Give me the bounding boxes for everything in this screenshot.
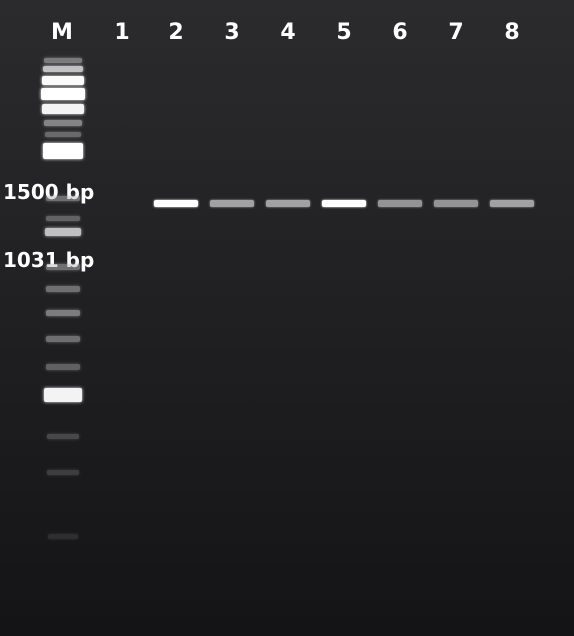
sample-band-lane-8: [490, 200, 534, 207]
ladder-band: [47, 434, 79, 439]
ladder-band: [46, 196, 80, 201]
ladder-band: [43, 66, 83, 72]
ladder-band: [46, 336, 80, 342]
ladder-band: [46, 216, 80, 221]
lane-label-marker: M: [51, 20, 73, 45]
ladder-band: [45, 228, 81, 236]
sample-band-lane-3: [210, 200, 254, 207]
ladder-band: [42, 76, 84, 85]
sample-band-lane-5: [322, 200, 366, 207]
gel-background: [0, 0, 574, 636]
ladder-band: [44, 58, 82, 63]
ladder-band: [46, 286, 80, 292]
lane-label-5: 5: [336, 20, 351, 45]
ladder-band: [41, 88, 85, 100]
sample-band-lane-6: [378, 200, 422, 207]
ladder-band: [48, 534, 78, 539]
lane-label-1: 1: [114, 20, 129, 45]
ladder-band: [43, 143, 83, 159]
ladder-band: [44, 120, 82, 126]
lane-label-7: 7: [448, 20, 463, 45]
lane-label-6: 6: [392, 20, 407, 45]
lane-label-4: 4: [280, 20, 295, 45]
ladder-band: [42, 104, 84, 114]
ladder-band: [46, 364, 80, 370]
ladder-band: [47, 470, 79, 475]
ladder-band: [44, 388, 82, 402]
lane-label-3: 3: [224, 20, 239, 45]
sample-band-lane-4: [266, 200, 310, 207]
sample-band-lane-2: [154, 200, 198, 207]
sample-band-lane-7: [434, 200, 478, 207]
lane-label-8: 8: [504, 20, 519, 45]
lane-label-2: 2: [168, 20, 183, 45]
ladder-band: [46, 310, 80, 316]
ladder-band: [45, 132, 81, 137]
ladder-band: [46, 264, 80, 270]
